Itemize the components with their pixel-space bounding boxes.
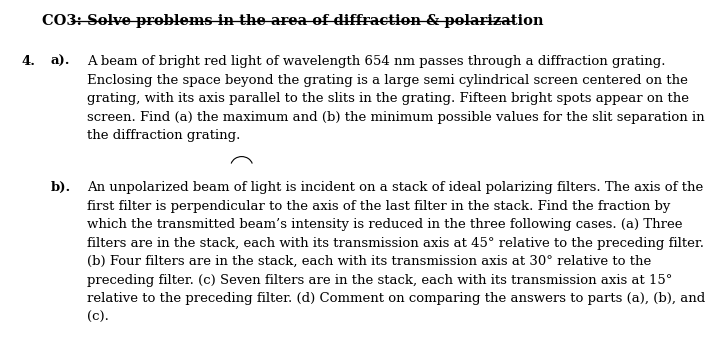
Text: a).: a).	[51, 55, 70, 69]
Text: 4.: 4.	[21, 55, 35, 69]
Text: b).: b).	[51, 181, 70, 194]
Text: CO3: Solve problems in the area of diffraction & polarization: CO3: Solve problems in the area of diffr…	[42, 14, 544, 27]
Text: An unpolarized beam of light is incident on a stack of ideal polarizing filters.: An unpolarized beam of light is incident…	[87, 181, 705, 323]
Text: A beam of bright red light of wavelength 654 nm passes through a diffraction gra: A beam of bright red light of wavelength…	[87, 55, 704, 142]
